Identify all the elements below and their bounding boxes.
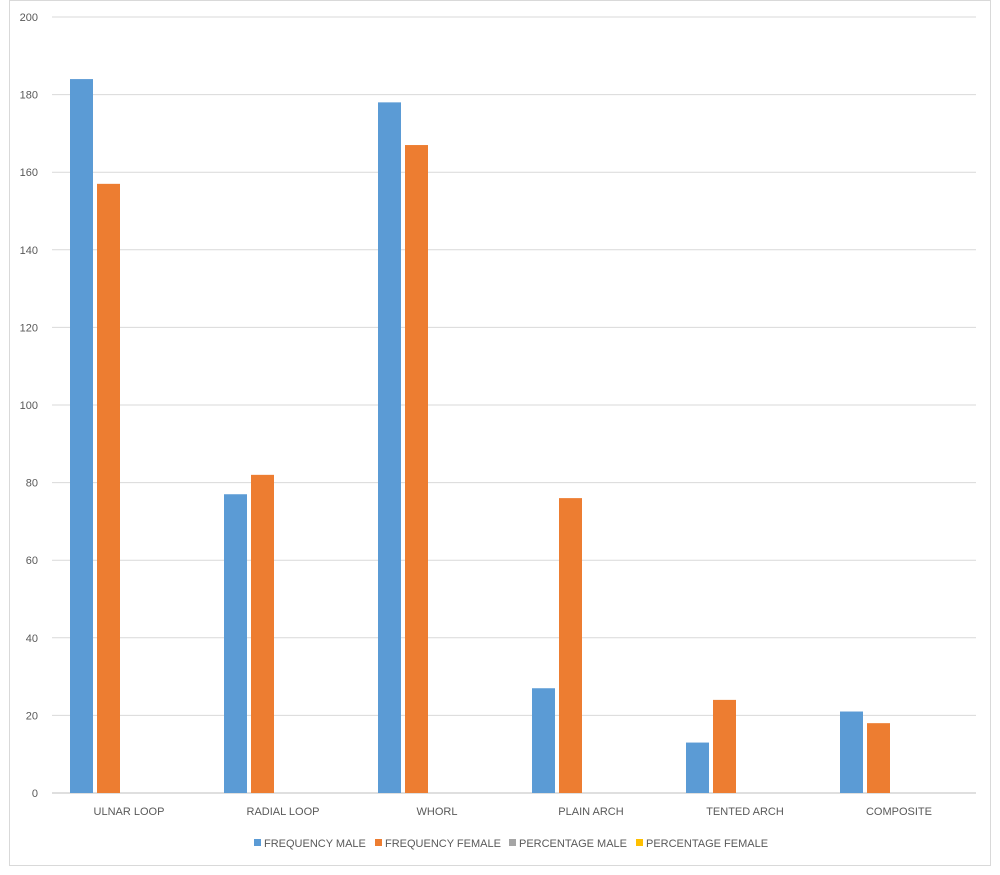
legend-label: FREQUENCY MALE: [264, 838, 366, 850]
bar-frequency-female: [559, 498, 582, 793]
y-tick-label: 160: [20, 167, 38, 179]
bar-frequency-male: [840, 711, 863, 793]
x-category-label: RADIAL LOOP: [247, 806, 320, 818]
x-category-label: WHORL: [417, 806, 458, 818]
x-category-label: COMPOSITE: [866, 806, 932, 818]
y-tick-label: 40: [26, 633, 38, 645]
bar-frequency-male: [686, 742, 709, 793]
bar-frequency-male: [378, 102, 401, 794]
chart-frame: [9, 0, 991, 866]
x-category-label: ULNAR LOOP: [94, 806, 165, 818]
legend-label: PERCENTAGE MALE: [519, 838, 627, 850]
y-tick-label: 80: [26, 478, 38, 490]
bar-frequency-female: [867, 723, 890, 793]
y-tick-label: 20: [26, 710, 38, 722]
x-category-label: TENTED ARCH: [706, 806, 784, 818]
bar-frequency-female: [251, 474, 274, 793]
bar-frequency-male: [224, 494, 247, 793]
y-tick-label: 200: [20, 12, 38, 24]
bar-frequency-female: [405, 145, 428, 794]
legend-label: FREQUENCY FEMALE: [385, 838, 501, 850]
y-tick-label: 60: [26, 555, 38, 567]
y-tick-label: 0: [32, 788, 38, 800]
legend: FREQUENCY MALE FREQUENCY FEMALE PERCENTAGE…: [254, 838, 768, 850]
x-category-label: PLAIN ARCH: [558, 806, 623, 818]
legend-swatch: [254, 839, 261, 846]
bar-frequency-male: [70, 79, 93, 793]
legend-label: PERCENTAGE FEMALE: [646, 838, 768, 850]
y-tick-label: 100: [20, 400, 38, 412]
legend-swatch: [636, 839, 643, 846]
y-tick-label: 180: [20, 90, 38, 102]
y-axis-ticks: 0 20 40 60 80 100 120 140 160 180 200: [20, 12, 38, 800]
legend-swatch: [375, 839, 382, 846]
gridlines: [52, 16, 976, 794]
y-tick-label: 140: [20, 245, 38, 257]
legend-swatch: [509, 839, 516, 846]
bar-frequency-female: [713, 699, 736, 793]
bars: [70, 79, 890, 794]
bar-frequency-male: [532, 688, 555, 793]
x-axis-categories: ULNAR LOOP RADIAL LOOP WHORL PLAIN ARCH TENT…: [94, 806, 932, 818]
bar-frequency-female: [97, 183, 120, 794]
y-tick-label: 120: [20, 322, 38, 334]
